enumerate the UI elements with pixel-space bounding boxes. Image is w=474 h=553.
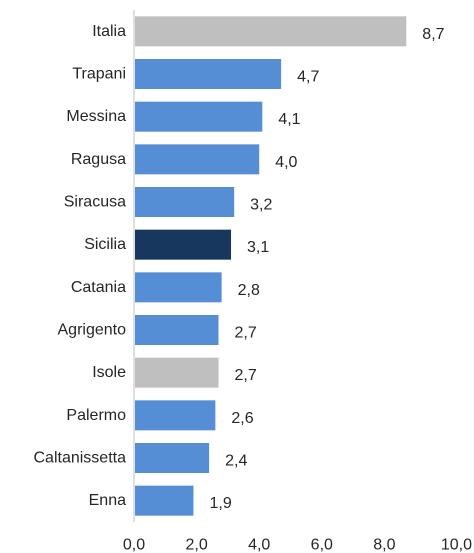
value-label: 4,0 bbox=[275, 154, 297, 171]
value-label: 4,1 bbox=[278, 111, 300, 128]
x-tick-label: 4,0 bbox=[248, 537, 270, 553]
category-label: Catania bbox=[71, 279, 126, 296]
value-label: 2,8 bbox=[238, 282, 260, 299]
category-label: Ragusa bbox=[71, 151, 126, 168]
bar-caltanissetta bbox=[135, 443, 210, 473]
value-label: 4,7 bbox=[297, 69, 319, 86]
bar-enna bbox=[135, 485, 194, 516]
value-label: 3,2 bbox=[250, 197, 272, 214]
bar-siracusa bbox=[135, 187, 235, 217]
category-label: Caltanissetta bbox=[34, 450, 127, 467]
category-label: Trapani bbox=[72, 66, 126, 83]
bars-group bbox=[135, 16, 407, 516]
category-label: Sicilia bbox=[84, 236, 126, 253]
value-label: 2,4 bbox=[225, 453, 247, 470]
category-label: Messina bbox=[66, 108, 126, 125]
bar-isole bbox=[135, 357, 219, 388]
category-label: Agrigento bbox=[58, 322, 127, 339]
value-label: 2,7 bbox=[235, 325, 257, 342]
bar-trapani bbox=[135, 59, 282, 89]
category-labels: Italia Trapani Messina Ragusa Siracusa Sicili… bbox=[34, 23, 127, 509]
bar-sicilia bbox=[135, 229, 232, 260]
x-axis-tick-labels: 0,0 2,0 4,0 6,0 8,0 10,0 bbox=[123, 537, 472, 553]
x-tick-label: 2,0 bbox=[185, 537, 207, 553]
category-label: Italia bbox=[92, 23, 126, 40]
bar-catania bbox=[135, 272, 222, 303]
x-tick-label: 6,0 bbox=[311, 537, 333, 553]
value-label: 8,7 bbox=[422, 26, 444, 43]
bar-italia bbox=[135, 16, 407, 47]
category-label: Palermo bbox=[66, 407, 126, 424]
category-label: Isole bbox=[92, 364, 126, 381]
x-tick-label: 0,0 bbox=[123, 537, 145, 553]
bar-ragusa bbox=[135, 144, 260, 175]
value-label: 3,1 bbox=[247, 239, 269, 256]
category-label: Enna bbox=[89, 492, 126, 509]
bar-agrigento bbox=[135, 315, 219, 345]
value-label: 2,7 bbox=[235, 367, 257, 384]
bar-messina bbox=[135, 101, 263, 132]
value-labels: 8,7 4,7 4,1 4,0 3,2 3,1 2,8 2,7 2,7 2,6 2,4 1,9 bbox=[209, 26, 444, 512]
value-label: 1,9 bbox=[209, 495, 231, 512]
bar-palermo bbox=[135, 400, 216, 431]
x-tick-label: 8,0 bbox=[373, 537, 395, 553]
value-label: 2,6 bbox=[231, 410, 253, 427]
x-tick-label: 10,0 bbox=[441, 537, 472, 553]
category-label: Siracusa bbox=[64, 194, 126, 211]
